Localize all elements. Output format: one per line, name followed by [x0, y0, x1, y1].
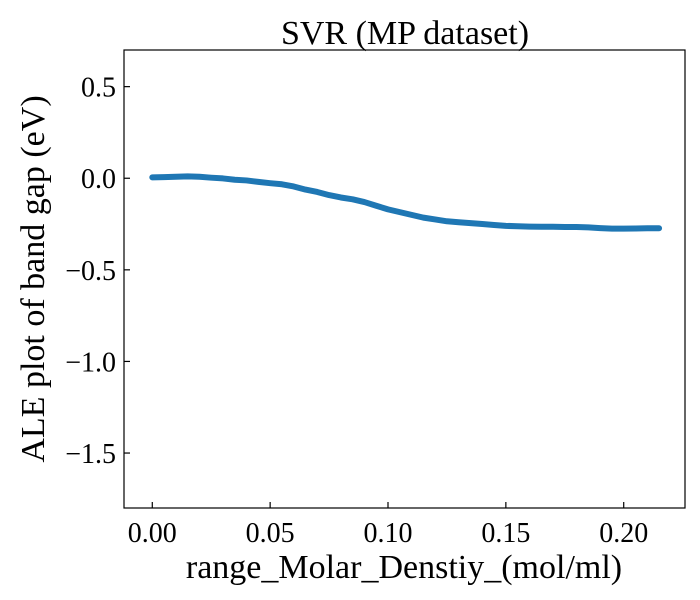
x-tick-label: 0.10 — [364, 518, 413, 549]
x-tick-label: 0.20 — [599, 518, 648, 549]
x-tick-label: 0.15 — [481, 518, 530, 549]
x-tick-label: 0.00 — [128, 518, 177, 549]
axis-ticks: 0.00 0.05 0.10 0.15 0.20 0.5 0.0 −0.5 −1.0 −1.5 — [65, 73, 648, 549]
y-tick-label: 0.0 — [81, 164, 116, 195]
series-line-0 — [149, 173, 663, 232]
data-series — [149, 173, 663, 232]
y-axis-label: ALE plot of band gap (eV) — [15, 95, 52, 462]
y-tick-label: 0.5 — [81, 73, 116, 104]
x-tick-label: 0.05 — [246, 518, 295, 549]
y-tick-label: −1.5 — [65, 439, 116, 470]
x-axis-label: range_Molar_Denstiy_(mol/ml) — [186, 549, 622, 586]
plot-frame — [123, 49, 686, 509]
chart-title: SVR (MP dataset) — [281, 15, 529, 52]
y-tick-label: −0.5 — [65, 256, 116, 287]
y-tick-label: −1.0 — [65, 347, 116, 378]
